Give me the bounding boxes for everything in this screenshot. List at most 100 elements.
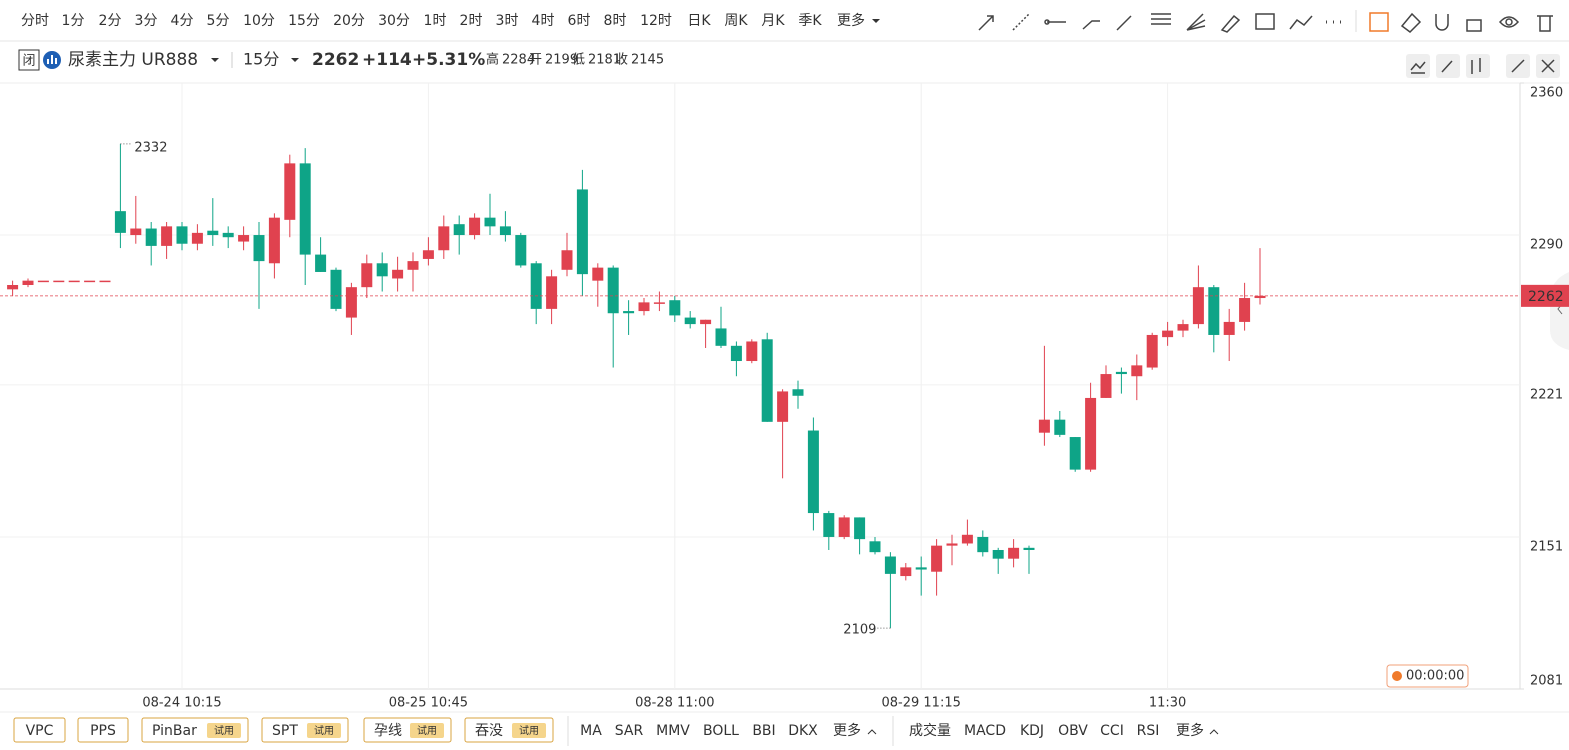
period-tab[interactable]: 日K — [687, 13, 711, 29]
sub-indicator[interactable]: OBV — [1058, 723, 1088, 739]
main-indicator[interactable]: MMV — [656, 723, 690, 739]
period-tab[interactable]: 月K — [761, 13, 785, 29]
main-indicator[interactable]: BOLL — [703, 723, 739, 739]
pattern-button[interactable] — [13, 717, 66, 743]
candle-body — [191, 232, 203, 244]
trial-tag — [307, 723, 341, 738]
trial-tag-label: 试用 — [417, 724, 437, 737]
last-price-label: 2262 — [1528, 289, 1564, 305]
timer-icon — [1392, 671, 1402, 681]
y-tick-label: 2081 — [1530, 674, 1563, 689]
sub-indicator[interactable]: 更多 — [1176, 722, 1204, 739]
tool-settings[interactable] — [1369, 12, 1553, 33]
last-price-box — [1521, 284, 1569, 307]
period-tab[interactable]: 更多 — [837, 12, 865, 29]
main-indicator[interactable]: DKX — [788, 723, 818, 739]
change: +114 — [362, 50, 412, 70]
main-indicator[interactable]: SAR — [615, 723, 644, 739]
candle-body — [330, 269, 342, 309]
candle-body — [653, 302, 665, 304]
trial-tag — [207, 723, 241, 738]
candle-body — [1162, 330, 1174, 338]
candle-body — [607, 267, 619, 314]
candle-body — [407, 261, 419, 270]
candle-body — [1038, 419, 1050, 433]
candle-body — [376, 263, 388, 277]
status: 闭 — [22, 54, 35, 69]
candle-body — [176, 226, 188, 244]
period-tab[interactable]: 3时 — [496, 13, 519, 29]
candle-body — [915, 567, 927, 570]
candle-body — [161, 226, 173, 246]
period[interactable]: 15分 — [243, 50, 279, 69]
candle-body — [253, 235, 265, 262]
period-tab[interactable]: 20分 — [333, 13, 365, 29]
candle-body — [838, 517, 850, 537]
candle-body — [1054, 419, 1066, 435]
candle-body — [515, 235, 527, 266]
candle-body — [623, 311, 635, 314]
trial-tag-label: 试用 — [314, 724, 334, 737]
y-tick-label: 2151 — [1530, 539, 1563, 554]
pattern-name: PinBar — [152, 723, 197, 739]
candle-body — [37, 280, 49, 283]
period-tab[interactable]: 15分 — [288, 13, 320, 29]
sub-indicator[interactable]: RSI — [1137, 723, 1160, 739]
period-tab[interactable]: 周K — [724, 13, 748, 29]
stat-value: 2145 — [631, 53, 664, 68]
stat-label: 收 — [615, 53, 628, 68]
x-tick-label: 08-29 11:15 — [882, 696, 961, 711]
candle-body — [315, 254, 327, 272]
period-tab[interactable]: 5分 — [207, 13, 230, 29]
candle-body — [746, 341, 758, 362]
stat-label: 低 — [572, 53, 585, 68]
period-tab[interactable]: 3分 — [135, 13, 158, 29]
period-tab[interactable]: 分时 — [21, 13, 49, 29]
period-tab[interactable]: 4分 — [171, 13, 194, 29]
period-tab[interactable]: 2时 — [460, 13, 483, 29]
period-tab[interactable]: 6时 — [568, 13, 591, 29]
symbol[interactable]: 尿素主力 UR888 — [68, 50, 198, 70]
pattern-name: SPT — [272, 723, 298, 739]
pattern-button[interactable] — [77, 717, 129, 743]
candle-body — [992, 549, 1004, 559]
candle-body — [1208, 287, 1220, 335]
candle-body — [392, 269, 404, 279]
period-tab[interactable]: 季K — [798, 13, 822, 29]
candle-body — [576, 189, 588, 275]
last-price: 2262 — [312, 50, 359, 70]
sub-indicator[interactable]: MACD — [964, 723, 1006, 739]
period-tab[interactable]: 10分 — [243, 13, 275, 29]
candle-body — [807, 430, 819, 514]
drawing-tools[interactable] — [978, 13, 1341, 33]
candle-body — [669, 300, 681, 316]
main-indicator[interactable]: MA — [580, 723, 602, 739]
candle-body — [684, 317, 696, 325]
candle-body — [1131, 365, 1143, 377]
y-tick-label: 2360 — [1530, 86, 1563, 101]
period-tab[interactable]: 2分 — [99, 13, 122, 29]
period-tab[interactable]: 1分 — [62, 13, 85, 29]
change-pct: +5.31% — [412, 50, 485, 70]
candle-body — [777, 391, 789, 422]
candle-body — [1177, 324, 1189, 331]
candle-body — [1192, 287, 1204, 325]
candle-body — [823, 513, 835, 537]
main-indicator[interactable]: 更多 — [833, 722, 861, 739]
chart-controls[interactable] — [1406, 54, 1560, 78]
period-tab[interactable]: 12时 — [640, 13, 672, 29]
main-indicator[interactable]: BBI — [752, 723, 775, 739]
sub-indicator[interactable]: CCI — [1100, 723, 1124, 739]
period-tab[interactable]: 4时 — [532, 13, 555, 29]
period-tab[interactable]: 1时 — [424, 13, 447, 29]
candle-body — [1115, 371, 1127, 375]
sub-indicator[interactable]: KDJ — [1020, 723, 1044, 739]
candle-body — [438, 226, 450, 251]
candle-body — [99, 280, 111, 283]
sub-indicator[interactable]: 成交量 — [909, 722, 951, 739]
x-tick-label: 11:30 — [1149, 696, 1186, 711]
period-tab[interactable]: 30分 — [378, 13, 410, 29]
period-tab[interactable]: 8时 — [604, 13, 627, 29]
stat-label: 开 — [529, 53, 542, 68]
candle-body — [238, 235, 250, 242]
